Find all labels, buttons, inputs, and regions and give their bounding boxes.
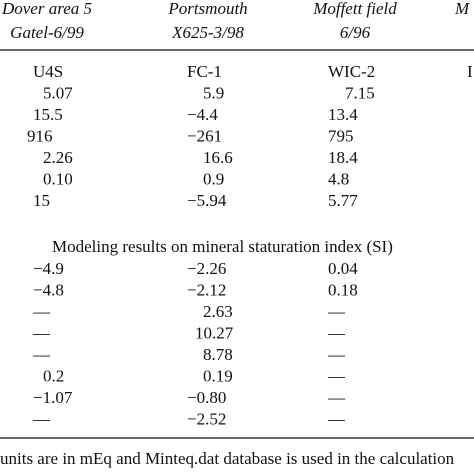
header-cell: Dover area 5 [1, 0, 92, 18]
table-cell: U4S [33, 62, 63, 81]
table-cell: 0.04 [328, 259, 358, 278]
header-cell: 6/96 [340, 23, 371, 42]
table-cell: 0.10 [43, 169, 73, 188]
table-cell: −2.12 [187, 280, 226, 299]
table-cell: 2.26 [43, 148, 73, 167]
table-cell: — [32, 323, 51, 342]
table-cell: 0.18 [328, 280, 358, 299]
table-cell: −4.9 [33, 259, 64, 278]
table-cell: — [327, 366, 346, 385]
table-cell: 16.6 [203, 148, 233, 167]
table-cell: — [327, 409, 346, 428]
table-cell: 5.77 [328, 191, 358, 210]
table-cell: — [32, 302, 51, 321]
table-cell: −0.80 [187, 388, 226, 407]
table-cell: — [32, 345, 51, 364]
table-cell: −1.07 [33, 388, 73, 407]
table-cell: 15 [33, 191, 50, 210]
table-cell: — [327, 302, 346, 321]
table-cell: 10.27 [195, 323, 234, 342]
table-cell: 15.5 [33, 105, 63, 124]
header-cell: Portsmouth [167, 0, 247, 18]
table-cell: 2.63 [203, 302, 233, 321]
footnote: units are in mEq and Minteq.dat database… [0, 449, 455, 468]
table-cell: — [32, 409, 51, 428]
table-cell: −2.26 [187, 259, 226, 278]
table-cell: — [327, 323, 346, 342]
table-cell: 5.07 [43, 83, 73, 102]
table-cell: I [467, 62, 473, 81]
header-cell: Moffett field [312, 0, 397, 18]
header-cell: X625-3/98 [171, 23, 244, 42]
table-cell: −261 [187, 126, 222, 145]
table-cell: 18.4 [328, 148, 358, 167]
table-cell: 0.2 [43, 366, 64, 385]
table-cell: 795 [328, 126, 354, 145]
table-cell: 8.78 [203, 345, 233, 364]
table-cell: −4.8 [33, 280, 64, 299]
table-cell: 13.4 [328, 105, 358, 124]
table-cell: WIC-2 [328, 62, 375, 81]
table-cell: 0.9 [203, 169, 224, 188]
table-cell: — [327, 345, 346, 364]
table-cell: 4.8 [328, 169, 349, 188]
table-cell: 0.19 [203, 366, 233, 385]
table-cell: 5.9 [203, 83, 224, 102]
section-title: Modeling results on mineral staturation … [52, 237, 393, 256]
table-cell: −4.4 [187, 105, 218, 124]
header-cell: Gatel-6/99 [10, 23, 84, 42]
table-cell: FC-1 [187, 62, 222, 81]
table-cell: −5.94 [187, 191, 227, 210]
table-cell: — [327, 388, 346, 407]
header-cell: M [454, 0, 470, 18]
table-cell: 7.15 [345, 83, 375, 102]
table-cell: 916 [27, 126, 53, 145]
table-cell: −2.52 [187, 409, 226, 428]
